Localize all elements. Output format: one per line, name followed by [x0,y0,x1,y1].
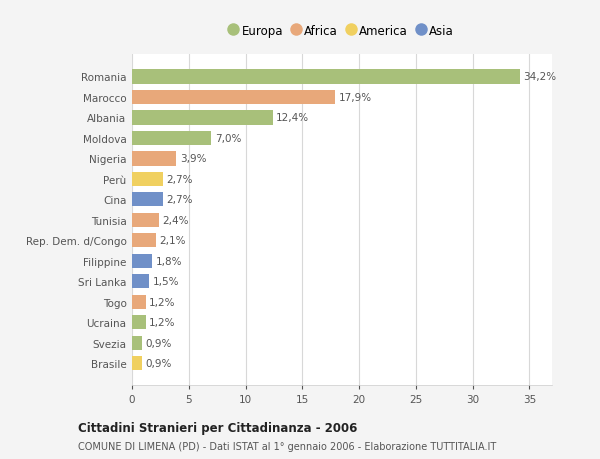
Text: 2,7%: 2,7% [166,195,193,205]
Bar [132,336,142,350]
Bar [132,172,163,187]
Bar [132,234,156,248]
Text: 2,1%: 2,1% [159,236,186,246]
Text: Cittadini Stranieri per Cittadinanza - 2006: Cittadini Stranieri per Cittadinanza - 2… [78,421,358,434]
Bar [132,111,273,125]
Bar [132,131,211,146]
Bar [132,213,159,228]
Bar [132,295,146,309]
Text: 34,2%: 34,2% [524,72,557,82]
Text: 17,9%: 17,9% [338,93,372,103]
Bar [132,356,142,370]
Text: 0,9%: 0,9% [146,338,172,348]
Text: 1,5%: 1,5% [152,277,179,286]
Text: 1,8%: 1,8% [156,256,182,266]
Bar [132,274,149,289]
Text: COMUNE DI LIMENA (PD) - Dati ISTAT al 1° gennaio 2006 - Elaborazione TUTTITALIA.: COMUNE DI LIMENA (PD) - Dati ISTAT al 1°… [78,441,496,451]
Text: 1,2%: 1,2% [149,297,176,307]
Text: 12,4%: 12,4% [276,113,309,123]
Text: 2,4%: 2,4% [163,215,189,225]
Legend: Europa, Africa, America, Asia: Europa, Africa, America, Asia [226,21,458,41]
Bar [132,90,335,105]
Bar [132,193,163,207]
Bar [132,315,146,330]
Text: 0,9%: 0,9% [146,358,172,369]
Bar [132,70,520,84]
Bar [132,152,176,166]
Text: 7,0%: 7,0% [215,134,241,144]
Text: 3,9%: 3,9% [179,154,206,164]
Text: 2,7%: 2,7% [166,174,193,185]
Bar [132,254,152,269]
Text: 1,2%: 1,2% [149,318,176,328]
